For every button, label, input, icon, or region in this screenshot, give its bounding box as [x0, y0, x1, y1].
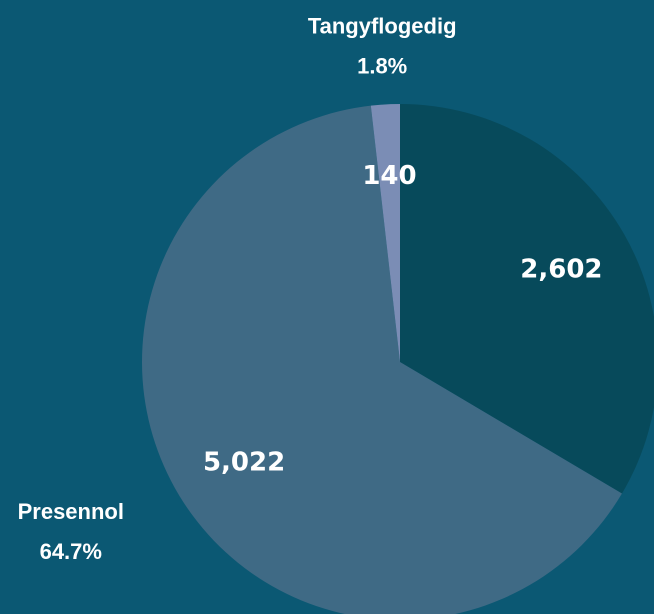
percent-label: 1.8%	[357, 54, 407, 79]
value-label: 5,022	[203, 447, 285, 477]
category-label: Tangyflogedig	[308, 14, 457, 39]
category-label: Presennol	[18, 499, 124, 524]
pie-slice	[142, 105, 622, 614]
value-label: 2,602	[520, 255, 602, 285]
pie-slice	[370, 104, 400, 362]
value-label: 140	[362, 161, 416, 191]
pie-slice	[400, 104, 654, 494]
percent-label: 64.7%	[40, 539, 102, 564]
